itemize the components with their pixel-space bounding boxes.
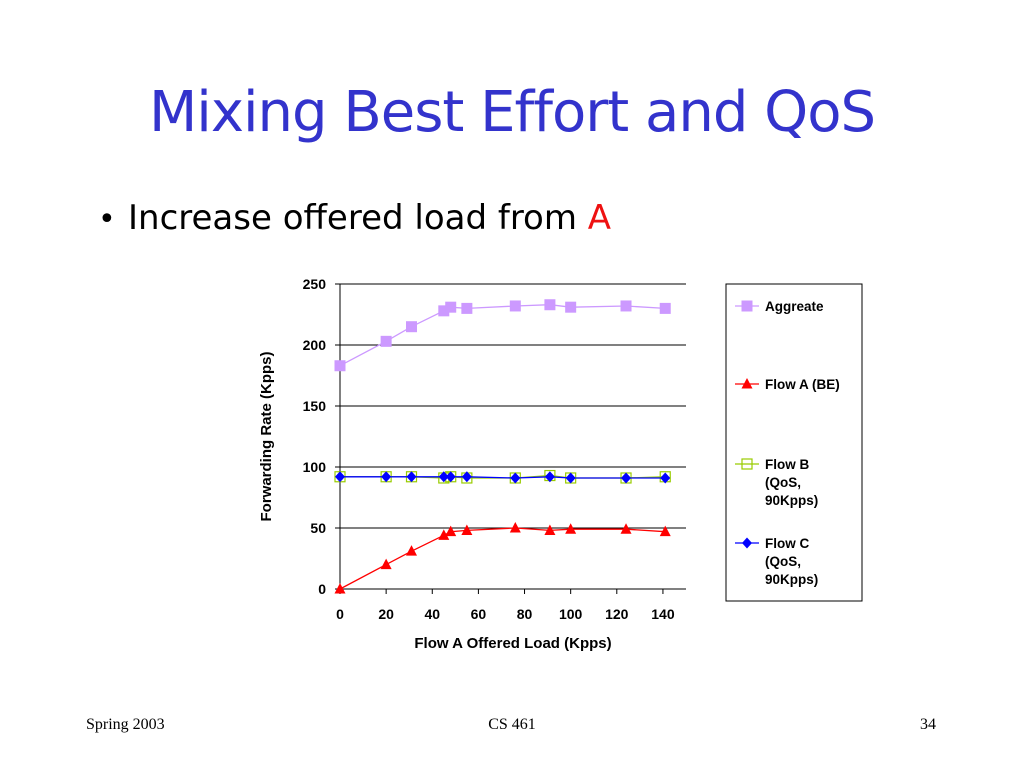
x-tick-label: 120 [605,606,629,622]
data-point [438,471,449,483]
x-tick-label: 40 [424,606,440,622]
series-line-2 [339,527,666,590]
data-point [445,471,456,483]
legend-box [725,283,863,602]
data-point [659,525,671,537]
data-point [461,471,472,483]
bullet-point: • Increase offered load from A [98,198,611,238]
x-tick-label: 0 [336,606,344,622]
data-point [461,524,473,535]
data-point [335,471,345,483]
y-tick-label: 0 [318,581,326,597]
data-point [620,300,632,312]
series-line-1 [339,304,666,367]
data-point [565,301,577,313]
bullet-symbol: • [98,202,116,237]
data-point [565,472,576,484]
y-tick-label: 250 [303,276,327,292]
data-point [544,471,555,483]
slide-title: Mixing Best Effort and QoS [148,80,876,145]
legend-entry: Aggreate [765,299,824,314]
data-point [380,335,392,347]
data-point [510,472,521,484]
x-tick-label: 140 [651,606,675,622]
x-tick-label: 20 [378,606,394,622]
data-point [509,300,521,312]
data-point [461,302,473,314]
y-tick-label: 150 [303,398,327,414]
data-point [660,472,671,484]
data-point [380,558,392,570]
data-point [620,523,632,534]
data-point [334,360,346,372]
y-tick-label: 100 [303,459,327,475]
y-tick-label: 200 [303,337,327,353]
data-point [406,545,418,556]
y-axis-label: Forwarding Rate (Kpps) [258,351,275,521]
bullet-accent-letter: A [587,198,612,238]
footer-date: Spring 2003 [86,716,165,733]
y-tick-label: 50 [310,520,326,536]
footer-page-number: 34 [920,716,936,733]
x-tick-label: 100 [559,606,583,622]
data-point [438,529,450,540]
footer-course: CS 461 [488,716,536,733]
bullet-text: Increase offered load from [128,198,588,238]
legend-marker [741,300,753,312]
data-point [544,299,556,311]
x-tick-label: 60 [471,606,487,622]
data-point [445,301,457,313]
data-point [406,471,417,483]
legend-entry: Flow A (BE) [765,377,840,392]
data-point [544,524,556,535]
data-point [565,523,577,534]
legend-marker [741,458,753,470]
data-point [509,522,521,533]
legend-marker [742,537,752,549]
legend-entry: Flow C (QoS, 90Kpps) [765,536,818,587]
data-point [381,471,392,483]
x-axis-label: Flow A Offered Load (Kpps) [414,635,611,652]
data-point [445,525,457,537]
legend-entry: Flow B (QoS, 90Kpps) [765,457,818,508]
data-point [334,583,346,594]
data-point [406,321,418,333]
data-point [659,302,671,314]
legend-marker [741,378,753,389]
x-tick-label: 80 [517,606,533,622]
data-point [621,472,632,484]
